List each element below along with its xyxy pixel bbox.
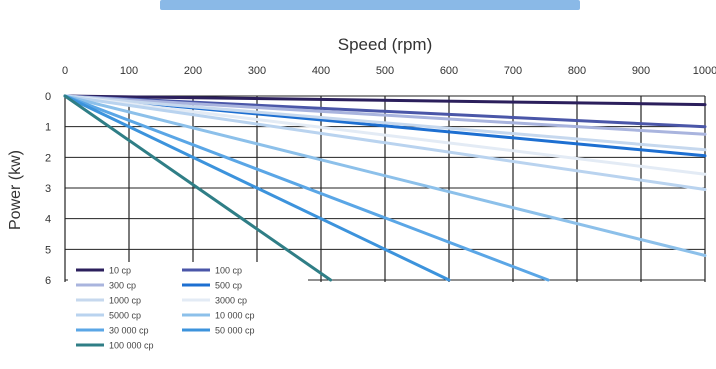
series-line-8 [63,94,550,282]
legend-label-4: 1000 cp [109,296,141,306]
legend-label-5: 3000 cp [215,296,247,306]
x-tick-label-6: 600 [440,65,458,77]
series-line-6 [63,94,707,191]
legend-label-6: 5000 cp [109,311,141,321]
y-tick-label-6: 6 [45,275,51,287]
legend-label-1: 100 cp [215,266,242,276]
y-tick-label-5: 5 [45,244,51,256]
legend-label-3: 500 cp [215,281,242,291]
x-tick-label-10: 1000 [693,65,716,77]
series-line-7 [63,94,707,257]
y-tick-labels: 0 1 2 3 4 5 6 [45,91,51,287]
x-tick-label-4: 400 [312,65,330,77]
y-tick-label-3: 3 [45,183,51,195]
x-tick-label-8: 800 [568,65,586,77]
legend-label-7: 10 000 cp [215,311,255,321]
legend: 10 cp 100 cp 300 cp 500 cp 1000 cp 3000 cp 500… [76,266,255,351]
x-tick-labels: 0 100 200 300 400 500 600 700 800 900 1000 [62,65,716,77]
legend-label-9: 50 000 cp [215,326,255,336]
legend-label-0: 10 cp [109,266,131,276]
series-line-5 [63,94,707,176]
legend-label-8: 30 000 cp [109,326,149,336]
series-line-4 [63,94,707,152]
y-tick-label-1: 1 [45,122,51,134]
legend-label-2: 300 cp [109,281,136,291]
x-tick-label-0: 0 [62,65,68,77]
x-tick-label-1: 100 [120,65,138,77]
x-axis-label: Speed (rpm) [338,35,432,54]
x-tick-label-2: 200 [184,65,202,77]
legend-background [68,262,308,362]
series-lines [63,94,707,282]
legend-label-10: 100 000 cp [109,341,154,351]
x-tick-label-7: 700 [504,65,522,77]
y-tick-label-2: 2 [45,152,51,164]
series-line-9 [63,94,451,282]
legend-box [68,262,308,362]
y-tick-label-0: 0 [45,91,51,103]
x-tick-label-9: 900 [632,65,650,77]
y-tick-label-4: 4 [45,214,51,226]
series-line-10 [63,94,333,282]
title-banner [160,0,580,10]
series-line-2 [63,94,707,136]
series-line-0 [63,94,707,107]
x-tick-label-5: 500 [376,65,394,77]
x-tick-label-3: 300 [248,65,266,77]
y-axis-label: Power (kw) [7,150,24,230]
